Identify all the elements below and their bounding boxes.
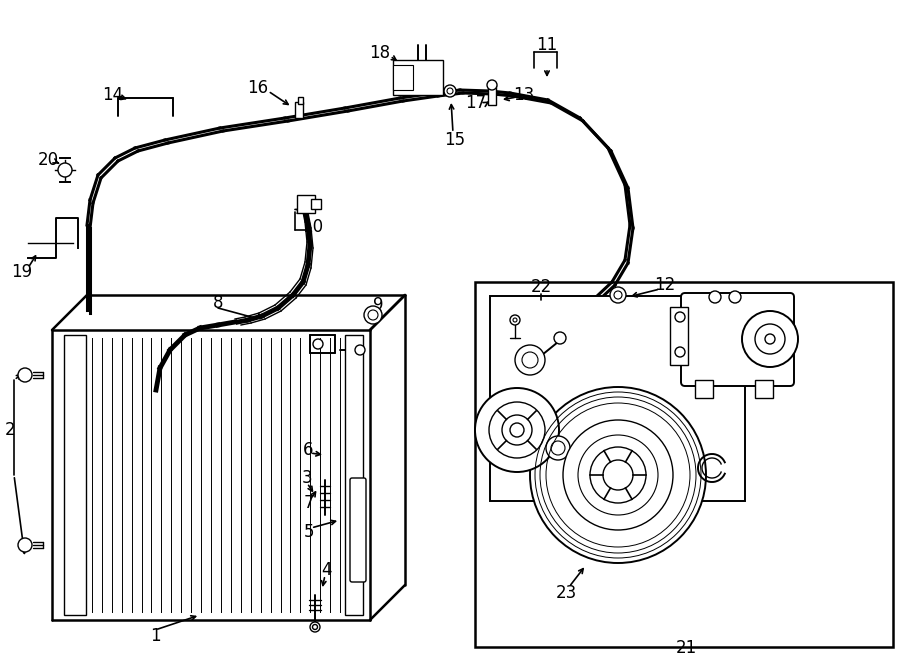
Bar — [475, 282, 893, 647]
Circle shape — [510, 315, 520, 325]
Circle shape — [546, 436, 570, 460]
Circle shape — [355, 345, 365, 355]
Text: 22: 22 — [530, 278, 552, 296]
Text: 6: 6 — [302, 441, 313, 459]
Text: 8: 8 — [212, 294, 223, 312]
Circle shape — [510, 423, 524, 437]
Text: 18: 18 — [369, 44, 391, 62]
Circle shape — [502, 415, 532, 445]
Circle shape — [603, 460, 633, 490]
Circle shape — [675, 347, 685, 357]
Text: 2: 2 — [4, 421, 15, 439]
Circle shape — [513, 318, 517, 322]
Bar — [311, 199, 321, 209]
Text: 23: 23 — [555, 584, 577, 602]
Text: 21: 21 — [675, 639, 697, 657]
Circle shape — [709, 291, 721, 303]
Circle shape — [551, 441, 565, 455]
Circle shape — [530, 387, 706, 563]
Text: 9: 9 — [373, 296, 383, 314]
Circle shape — [487, 80, 497, 90]
Bar — [298, 97, 303, 104]
Circle shape — [18, 368, 32, 382]
Circle shape — [444, 85, 456, 97]
Bar — [755, 380, 773, 398]
Text: 3: 3 — [302, 469, 312, 487]
Circle shape — [368, 310, 378, 320]
Circle shape — [563, 420, 673, 530]
Text: 17: 17 — [465, 94, 487, 112]
Bar — [393, 65, 413, 90]
Bar — [393, 60, 443, 95]
Circle shape — [742, 311, 798, 367]
Bar — [488, 85, 496, 105]
Circle shape — [554, 332, 566, 344]
Bar — [345, 335, 363, 615]
Bar — [64, 335, 86, 615]
Text: 12: 12 — [654, 276, 676, 294]
Circle shape — [364, 306, 382, 324]
Bar — [295, 102, 303, 118]
Text: 4: 4 — [320, 561, 331, 579]
Text: 7: 7 — [304, 494, 314, 512]
Circle shape — [515, 345, 545, 375]
Bar — [695, 380, 713, 398]
Circle shape — [447, 88, 453, 94]
Circle shape — [590, 447, 646, 503]
Text: 1: 1 — [149, 627, 160, 645]
Text: 19: 19 — [12, 263, 32, 281]
Circle shape — [313, 339, 323, 349]
Circle shape — [489, 402, 545, 458]
Circle shape — [729, 291, 741, 303]
Bar — [490, 296, 745, 501]
Text: 20: 20 — [38, 151, 58, 169]
Circle shape — [675, 312, 685, 322]
Text: 10: 10 — [302, 218, 324, 236]
Text: 15: 15 — [445, 131, 465, 149]
Circle shape — [755, 324, 785, 354]
Text: 11: 11 — [536, 36, 558, 54]
Circle shape — [614, 291, 622, 299]
Bar — [670, 307, 688, 365]
Circle shape — [475, 388, 559, 472]
Text: 13: 13 — [513, 86, 535, 104]
FancyBboxPatch shape — [681, 293, 794, 386]
Circle shape — [310, 622, 320, 632]
Circle shape — [765, 334, 775, 344]
Text: 14: 14 — [103, 86, 123, 104]
Circle shape — [58, 163, 72, 177]
Text: 16: 16 — [248, 79, 268, 97]
FancyBboxPatch shape — [350, 478, 366, 582]
Bar — [297, 195, 315, 213]
Circle shape — [578, 435, 658, 515]
Circle shape — [610, 287, 626, 303]
Circle shape — [312, 625, 318, 629]
Circle shape — [18, 538, 32, 552]
Text: 5: 5 — [304, 523, 314, 541]
Circle shape — [522, 352, 538, 368]
